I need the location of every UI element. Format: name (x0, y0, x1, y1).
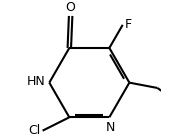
Text: N: N (105, 121, 115, 134)
Text: HN: HN (26, 75, 45, 88)
Text: O: O (66, 1, 76, 14)
Text: F: F (125, 18, 132, 31)
Text: Cl: Cl (28, 124, 40, 137)
